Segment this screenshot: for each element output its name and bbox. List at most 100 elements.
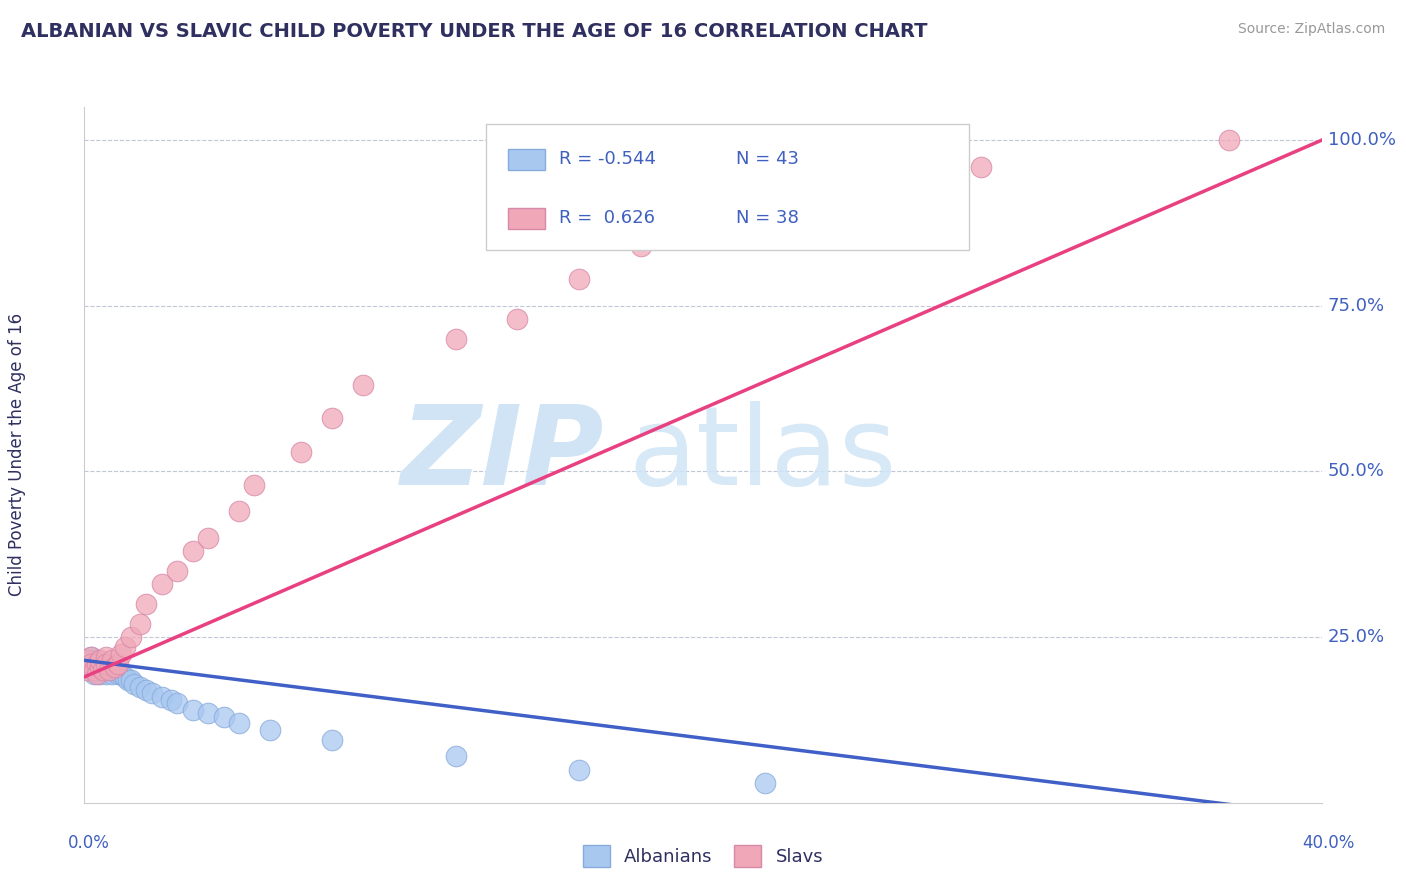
Text: atlas: atlas: [628, 401, 897, 508]
Point: [94, 650, 117, 665]
Point: [120, 673, 142, 688]
Point: [83, 663, 105, 677]
Point: [91, 663, 114, 677]
Point: [79, 650, 101, 665]
Point: [212, 709, 235, 723]
Point: [150, 577, 173, 591]
Point: [83, 666, 105, 681]
Point: [79, 657, 101, 671]
Point: [94, 666, 117, 681]
Point: [150, 690, 173, 704]
Point: [89, 666, 111, 681]
Point: [79, 653, 101, 667]
Text: 0.0%: 0.0%: [67, 834, 110, 852]
Point: [110, 666, 132, 681]
Point: [135, 683, 157, 698]
Text: 100.0%: 100.0%: [1327, 131, 1396, 149]
Point: [83, 660, 105, 674]
Point: [104, 660, 127, 674]
Point: [444, 332, 467, 346]
Text: ALBANIAN VS SLAVIC CHILD POVERTY UNDER THE AGE OF 16 CORRELATION CHART: ALBANIAN VS SLAVIC CHILD POVERTY UNDER T…: [21, 22, 928, 41]
Point: [79, 650, 101, 665]
Point: [630, 239, 652, 253]
Bar: [508, 149, 544, 169]
Point: [352, 378, 374, 392]
Point: [91, 660, 114, 674]
Point: [107, 666, 129, 681]
Point: [259, 723, 281, 737]
Point: [89, 653, 111, 667]
Point: [166, 564, 188, 578]
Point: [76, 657, 98, 671]
Text: 50.0%: 50.0%: [1327, 462, 1385, 481]
Point: [76, 653, 98, 667]
Text: 25.0%: 25.0%: [1327, 628, 1385, 646]
Point: [86, 666, 108, 681]
Text: Source: ZipAtlas.com: Source: ZipAtlas.com: [1237, 22, 1385, 37]
Text: R =  0.626: R = 0.626: [560, 210, 655, 227]
Legend: Albanians, Slavs: Albanians, Slavs: [575, 838, 831, 874]
Point: [117, 673, 139, 688]
Text: 40.0%: 40.0%: [1302, 834, 1355, 852]
Point: [89, 657, 111, 671]
Point: [120, 630, 142, 644]
Point: [110, 647, 132, 661]
Point: [129, 680, 152, 694]
Point: [444, 749, 467, 764]
Point: [181, 544, 204, 558]
Point: [101, 653, 124, 667]
Point: [114, 670, 136, 684]
Point: [98, 663, 121, 677]
Point: [228, 504, 250, 518]
Point: [970, 160, 993, 174]
Point: [86, 663, 108, 677]
Point: [181, 703, 204, 717]
Point: [83, 657, 105, 671]
Point: [104, 660, 127, 674]
Text: R = -0.544: R = -0.544: [560, 150, 657, 169]
Point: [197, 706, 219, 721]
Point: [568, 763, 591, 777]
Text: Child Poverty Under the Age of 16: Child Poverty Under the Age of 16: [8, 313, 25, 597]
Point: [89, 660, 111, 674]
Point: [166, 697, 188, 711]
Point: [160, 693, 183, 707]
Text: 75.0%: 75.0%: [1327, 297, 1385, 315]
Point: [94, 657, 117, 671]
Point: [506, 312, 529, 326]
Point: [228, 716, 250, 731]
Point: [754, 776, 776, 790]
Point: [692, 226, 714, 240]
Bar: [508, 208, 544, 229]
Point: [79, 663, 101, 677]
Text: N = 43: N = 43: [737, 150, 800, 169]
Point: [107, 657, 129, 671]
Point: [141, 686, 163, 700]
Point: [94, 657, 117, 671]
Point: [76, 653, 98, 667]
Point: [568, 272, 591, 286]
Point: [785, 186, 807, 201]
Point: [129, 616, 152, 631]
Point: [98, 663, 121, 677]
Point: [122, 676, 145, 690]
Point: [243, 477, 266, 491]
Point: [76, 660, 98, 674]
Point: [98, 660, 121, 674]
Point: [101, 666, 124, 681]
Point: [321, 732, 343, 747]
Point: [91, 663, 114, 677]
Point: [135, 597, 157, 611]
Point: [321, 411, 343, 425]
Point: [104, 663, 127, 677]
Point: [1218, 133, 1240, 147]
FancyBboxPatch shape: [486, 124, 969, 250]
Text: ZIP: ZIP: [401, 401, 605, 508]
Text: N = 38: N = 38: [737, 210, 799, 227]
Point: [114, 640, 136, 654]
Point: [86, 653, 108, 667]
Point: [86, 657, 108, 671]
Point: [290, 444, 312, 458]
Point: [197, 531, 219, 545]
Point: [76, 663, 98, 677]
